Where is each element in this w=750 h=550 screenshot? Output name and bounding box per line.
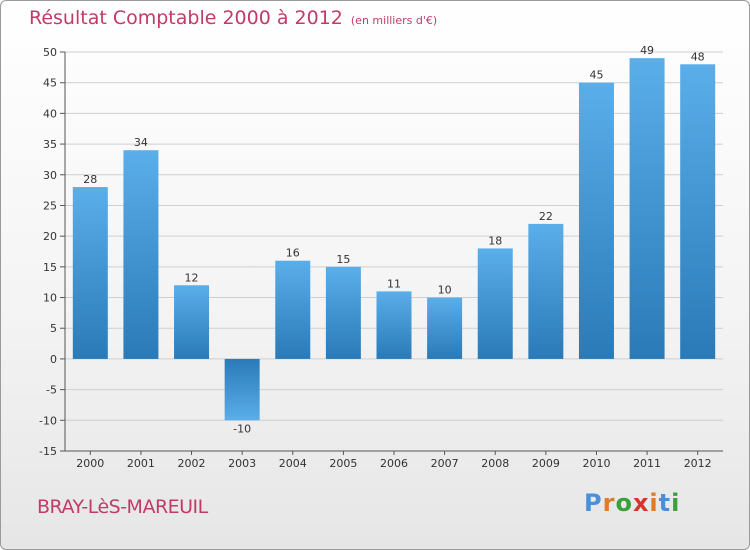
bar [224,358,260,421]
proxiti-logo: Proxiti [584,489,680,517]
x-tick-label: 2000 [76,457,104,470]
y-tick-label: 25 [43,199,57,212]
data-label: 22 [539,210,553,223]
data-label: 11 [387,277,401,290]
y-tick-label: 30 [43,169,57,182]
bar [72,187,108,359]
bar [427,297,463,359]
x-tick-label: 2010 [582,457,610,470]
x-tick-label: 2004 [279,457,307,470]
y-tick-label: 45 [43,77,57,90]
x-tick-label: 2007 [431,457,459,470]
logo-letter: i [649,489,659,517]
bar [680,64,716,359]
y-tick-label: 35 [43,138,57,151]
bar [578,82,614,359]
y-tick-label: -5 [46,384,57,397]
x-tick-label: 2003 [228,457,256,470]
y-tick-label: 10 [43,292,57,305]
data-label: 48 [691,50,705,63]
x-tick-label: 2005 [329,457,357,470]
data-label: 45 [589,69,603,82]
data-label: -10 [233,422,251,435]
y-tick-label: -15 [39,445,57,458]
y-tick-label: 15 [43,261,57,274]
chart-title: Résultat Comptable 2000 à 2012 [29,7,343,29]
x-tick-label: 2008 [481,457,509,470]
y-tick-label: 5 [50,322,57,335]
bar [477,248,513,359]
x-tick-label: 2011 [633,457,661,470]
data-label: 16 [286,247,300,260]
commune-name: BRAY-LèS-MAREUIL [37,496,208,518]
chart-title-block: Résultat Comptable 2000 à 2012 (en millie… [29,7,437,29]
logo-letter: i [671,489,681,517]
data-label: 12 [185,271,199,284]
data-label: 28 [83,173,97,186]
x-tick-label: 2009 [532,457,560,470]
x-tick-label: 2006 [380,457,408,470]
y-tick-label: 50 [43,46,57,59]
logo-letter: x [632,489,650,517]
x-tick-label: 2012 [684,457,712,470]
y-tick-label: -10 [39,414,57,427]
logo-letter: r [602,489,616,517]
bar [174,285,210,359]
x-tick-label: 2001 [127,457,155,470]
logo-letter: P [584,489,603,517]
bar [629,58,665,359]
logo-letter: t [658,489,672,517]
chart-unit: (en milliers d'€) [350,14,438,27]
y-tick-label: 0 [50,353,57,366]
x-tick-label: 2002 [178,457,206,470]
y-tick-label: 40 [43,107,57,120]
bar [275,260,311,359]
data-label: 34 [134,136,148,149]
bar [376,291,412,359]
bar [528,223,564,359]
y-tick-label: 20 [43,230,57,243]
bar [123,150,159,359]
bar [325,266,361,359]
data-label: 18 [488,234,502,247]
data-label: 15 [336,253,350,266]
data-label: 49 [640,44,654,57]
logo-letter: o [615,489,633,517]
data-label: 10 [438,284,452,297]
